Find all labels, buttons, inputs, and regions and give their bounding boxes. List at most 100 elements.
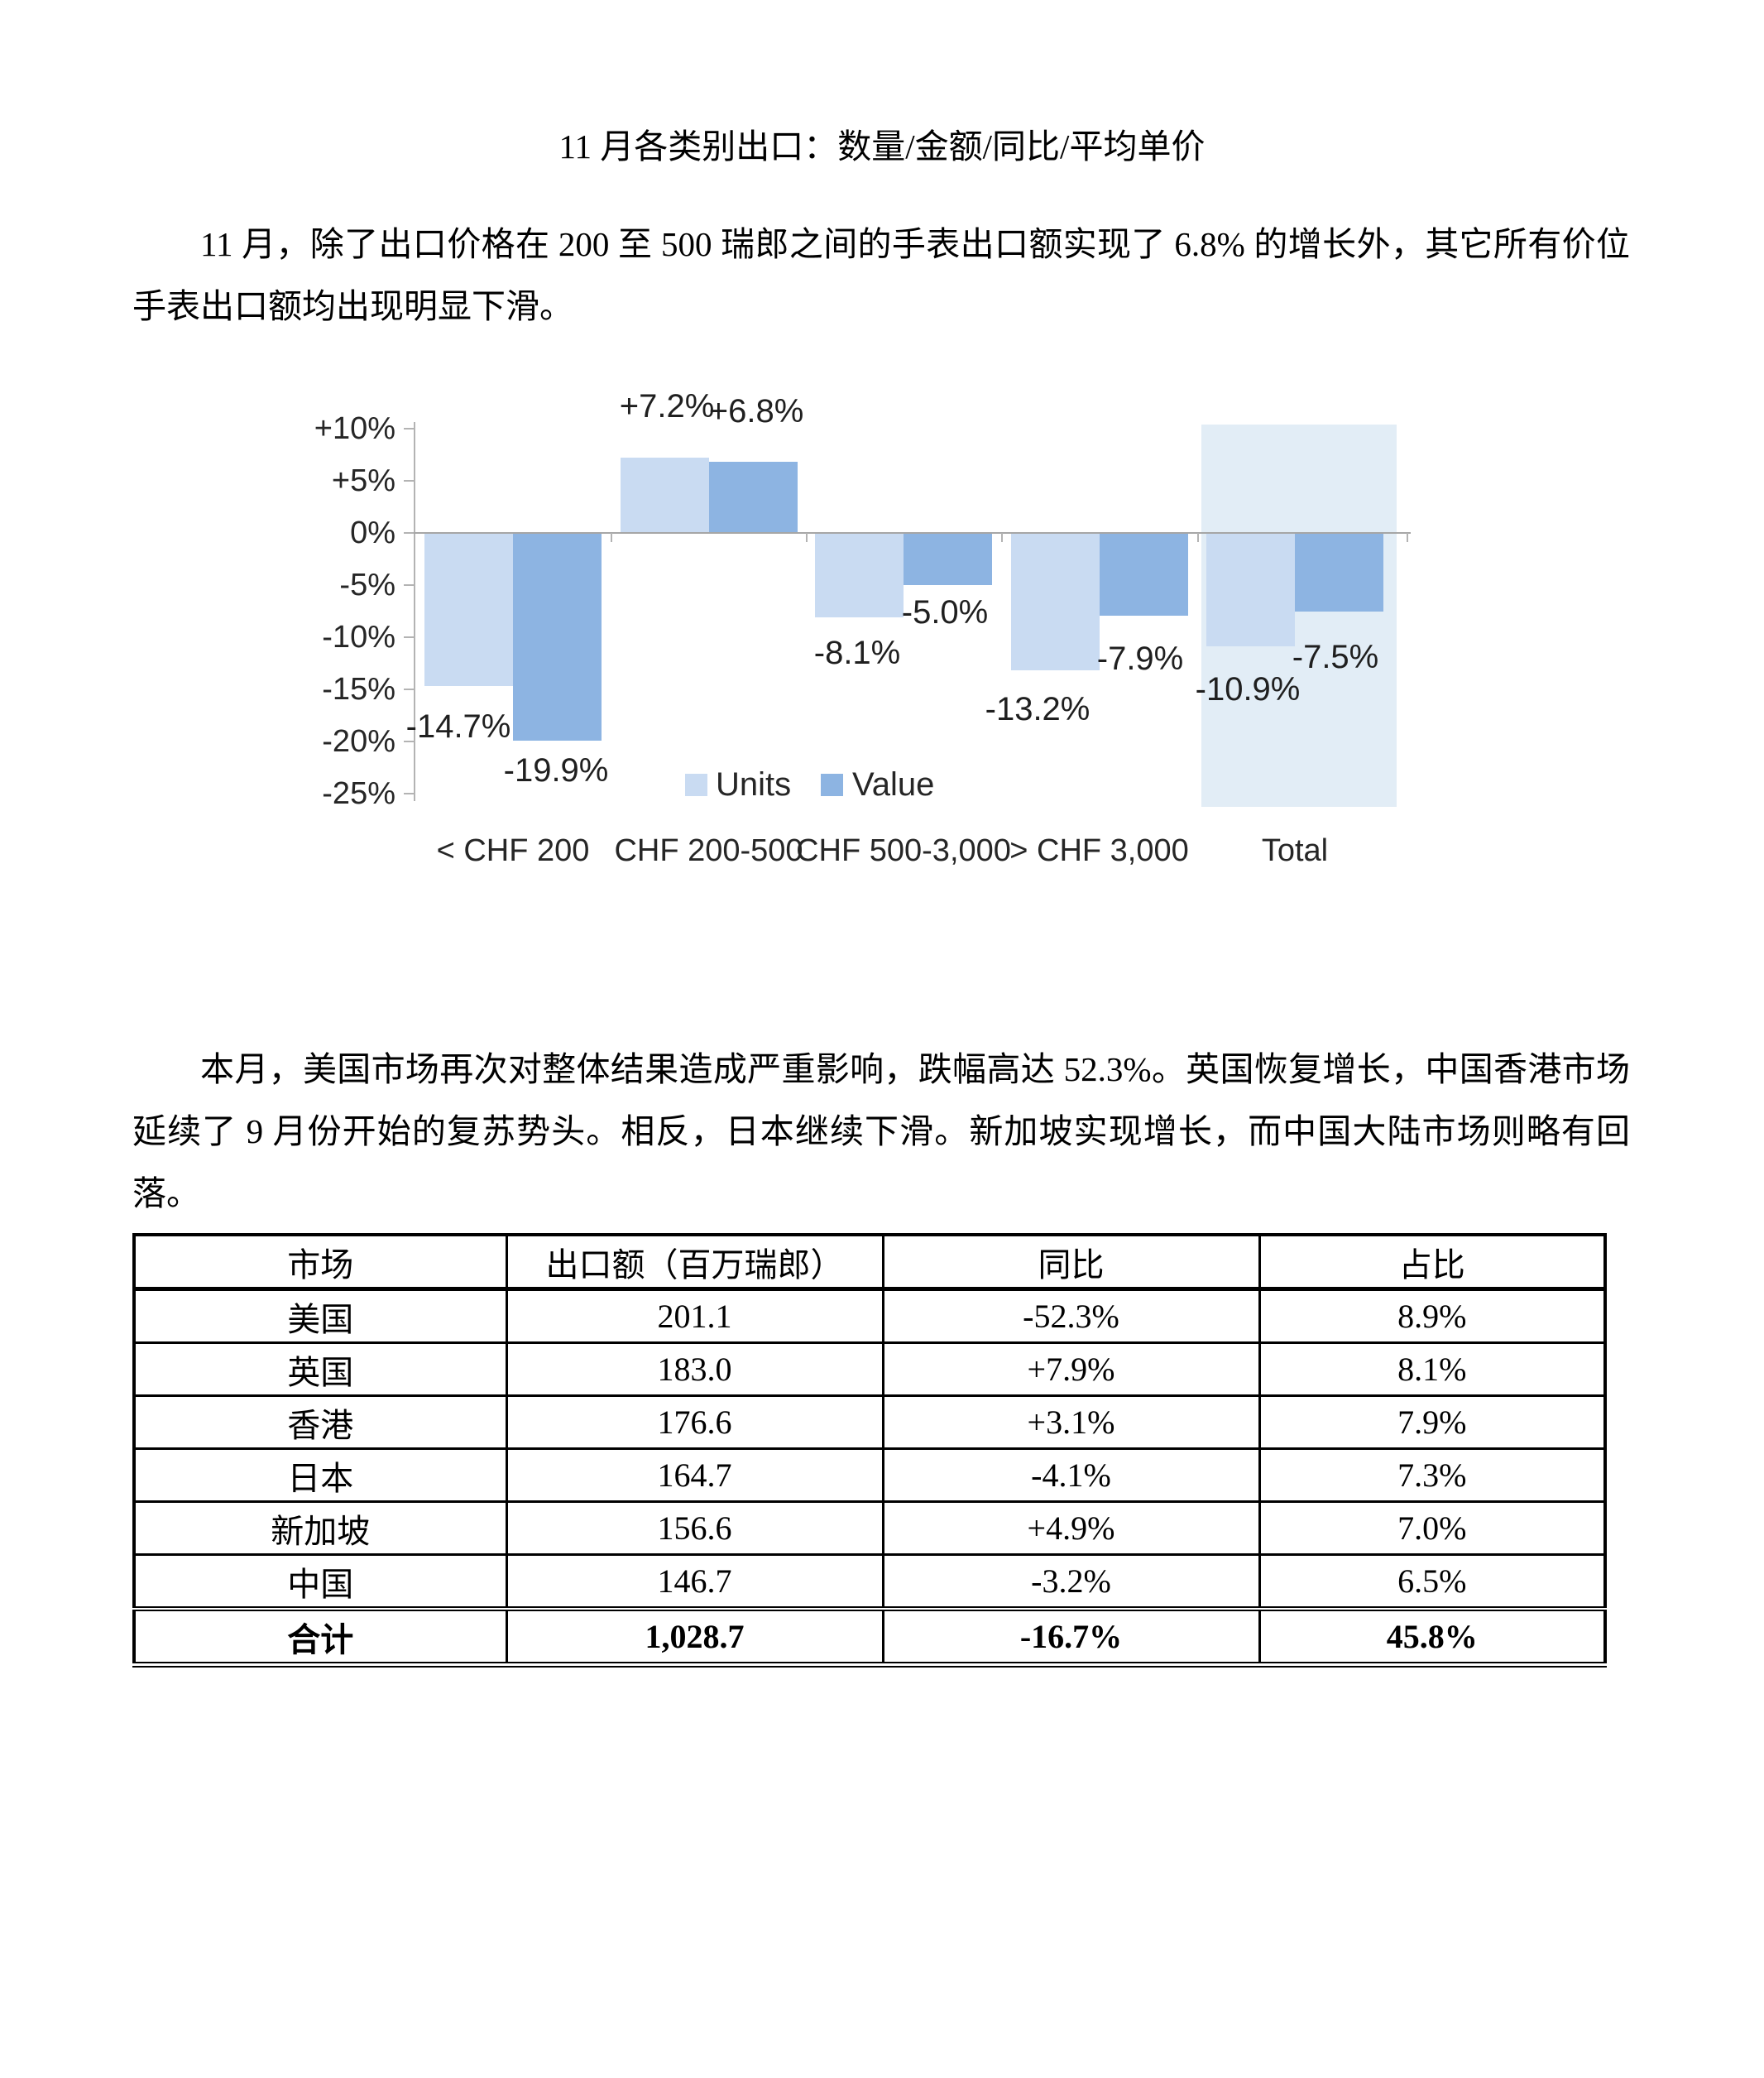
table-cell: +7.9% <box>881 1341 1261 1397</box>
table-cell: 香港 <box>132 1394 508 1450</box>
table-cell: +3.1% <box>881 1394 1261 1450</box>
y-axis-tick <box>404 793 414 794</box>
bar-value-1 <box>513 533 602 741</box>
table-cell: 英国 <box>132 1341 508 1397</box>
x-axis-category-label: > CHF 3,000 <box>1009 833 1189 868</box>
paragraph-2: 本月，美国市场再次对整体结果造成严重影响，跌幅高达 52.3%。英国恢复增长，中… <box>132 1050 1630 1212</box>
table-cell: 6.5% <box>1258 1553 1607 1610</box>
bar-value-5 <box>1295 533 1383 612</box>
table-total-cell: 1,028.7 <box>505 1606 884 1666</box>
bar-value-2 <box>708 462 798 533</box>
table-row: 美国 201.1 -52.3% 8.9% <box>132 1288 1607 1344</box>
bar-value-label: -14.7% <box>405 708 511 745</box>
y-axis-label: -10% <box>322 620 395 655</box>
table-cell: 7.3% <box>1258 1447 1607 1503</box>
table-row: 香港 176.6 +3.1% 7.9% <box>132 1394 1607 1450</box>
x-axis-category-label: CHF 500-3,000 <box>796 833 1011 868</box>
x-axis-tick <box>1001 533 1003 542</box>
y-axis-tick <box>404 636 414 638</box>
bar-units-1 <box>424 533 513 687</box>
market-table-body: 美国 201.1 -52.3% 8.9% 英国 183.0 +7.9% 8.1% 香港 176.6… <box>132 1288 1607 1666</box>
table-cell: 中国 <box>132 1553 508 1610</box>
table-header-cell: 市场 <box>132 1233 508 1291</box>
bar-value-label: -8.1% <box>813 635 901 671</box>
table-cell: 8.1% <box>1258 1341 1607 1397</box>
y-axis-tick <box>404 532 414 534</box>
x-axis-category-label: Total <box>1261 833 1329 868</box>
table-cell: 7.9% <box>1258 1394 1607 1450</box>
y-axis-label: -25% <box>322 776 395 811</box>
table-header-row: 市场 出口额（百万瑞郎） 同比 占比 <box>132 1233 1607 1291</box>
legend-value-swatch <box>821 774 843 796</box>
y-axis-tick <box>404 428 414 430</box>
table-cell: 美国 <box>132 1288 508 1344</box>
y-axis-label: -5% <box>339 568 395 602</box>
bar-value-3 <box>904 533 992 585</box>
market-table-header: 市场 出口额（百万瑞郎） 同比 占比 <box>132 1233 1607 1291</box>
x-axis-tick <box>1407 533 1408 542</box>
x-axis-category-label: < CHF 200 <box>436 833 590 868</box>
table-header-cell: 同比 <box>881 1233 1261 1291</box>
x-axis-tick <box>611 533 612 542</box>
bar-value-label: -5.0% <box>901 594 989 631</box>
table-cell: 183.0 <box>505 1341 884 1397</box>
table-row: 新加坡 156.6 +4.9% 7.0% <box>132 1500 1607 1556</box>
market-table: 市场 出口额（百万瑞郎） 同比 占比 美国 201.1 -52.3% 8.9% 英国 183.0… <box>132 1233 1607 1668</box>
table-total-cell: 合计 <box>132 1606 508 1666</box>
table-row: 中国 146.7 -3.2% 6.5% <box>132 1553 1607 1610</box>
table-cell: -52.3% <box>881 1288 1261 1344</box>
table-cell: 8.9% <box>1258 1288 1607 1344</box>
table-cell: 201.1 <box>505 1288 884 1344</box>
export-bar-chart: +10% +5% 0% -5% -10% -15% -20% -25% -14.7% +7.2% -… <box>298 381 1448 910</box>
table-cell: 176.6 <box>505 1394 884 1450</box>
y-axis-label: +5% <box>331 463 395 498</box>
table-total-cell: -16.7% <box>881 1606 1261 1666</box>
bar-value-label: +7.2% <box>619 388 715 425</box>
y-axis-label: +10% <box>314 411 395 446</box>
table-total-cell: 45.8% <box>1258 1606 1607 1666</box>
bar-units-3 <box>815 533 904 618</box>
y-axis-label: -20% <box>322 724 395 759</box>
table-cell: 日本 <box>132 1447 508 1503</box>
y-axis-tick <box>404 689 414 690</box>
table-cell: 146.7 <box>505 1553 884 1610</box>
table-row: 英国 183.0 +7.9% 8.1% <box>132 1341 1607 1397</box>
bar-units-5 <box>1206 533 1295 647</box>
y-axis-label: -15% <box>322 672 395 707</box>
bar-value-label: -13.2% <box>985 691 1091 727</box>
x-axis-tick <box>806 533 808 542</box>
bar-value-label: -7.9% <box>1096 641 1184 677</box>
table-header-cell: 占比 <box>1258 1233 1607 1291</box>
y-axis-tick <box>404 741 414 742</box>
table-row: 日本 164.7 -4.1% 7.3% <box>132 1447 1607 1503</box>
table-cell: 156.6 <box>505 1500 884 1556</box>
table-cell: 164.7 <box>505 1447 884 1503</box>
bar-value-label: -19.9% <box>503 752 609 789</box>
table-cell: -4.1% <box>881 1447 1261 1503</box>
page-title: 11 月各类别出口：数量/金额/同比/平均单价 <box>558 127 1206 166</box>
x-axis-category-label: CHF 200-500 <box>614 833 803 868</box>
y-axis-tick <box>404 584 414 586</box>
paragraph-1: 11 月，除了出口价格在 200 至 500 瑞郎之间的手表出口额实现了 6.8… <box>132 225 1630 325</box>
table-header-cell: 出口额（百万瑞郎） <box>505 1233 884 1291</box>
table-total-row: 合计 1,028.7 -16.7% 45.8% <box>132 1606 1607 1666</box>
table-cell: +4.9% <box>881 1500 1261 1556</box>
x-axis-tick <box>1197 533 1199 542</box>
bar-units-4 <box>1010 533 1100 671</box>
y-axis-line <box>414 422 415 801</box>
zero-axis-line <box>414 532 1411 534</box>
legend-units-label: Units <box>716 766 792 803</box>
bar-value-label: -10.9% <box>1195 671 1301 708</box>
bar-units-2 <box>620 458 709 533</box>
bar-value-label: +6.8% <box>708 393 804 430</box>
bar-value-4 <box>1099 533 1188 616</box>
y-axis-label: 0% <box>350 516 395 550</box>
table-cell: -3.2% <box>881 1553 1261 1610</box>
y-axis-tick <box>404 480 414 482</box>
legend-units-swatch <box>685 774 707 796</box>
legend-value-label: Value <box>852 766 935 803</box>
bar-value-label: -7.5% <box>1292 639 1379 675</box>
table-cell: 7.0% <box>1258 1500 1607 1556</box>
table-cell: 新加坡 <box>132 1500 508 1556</box>
